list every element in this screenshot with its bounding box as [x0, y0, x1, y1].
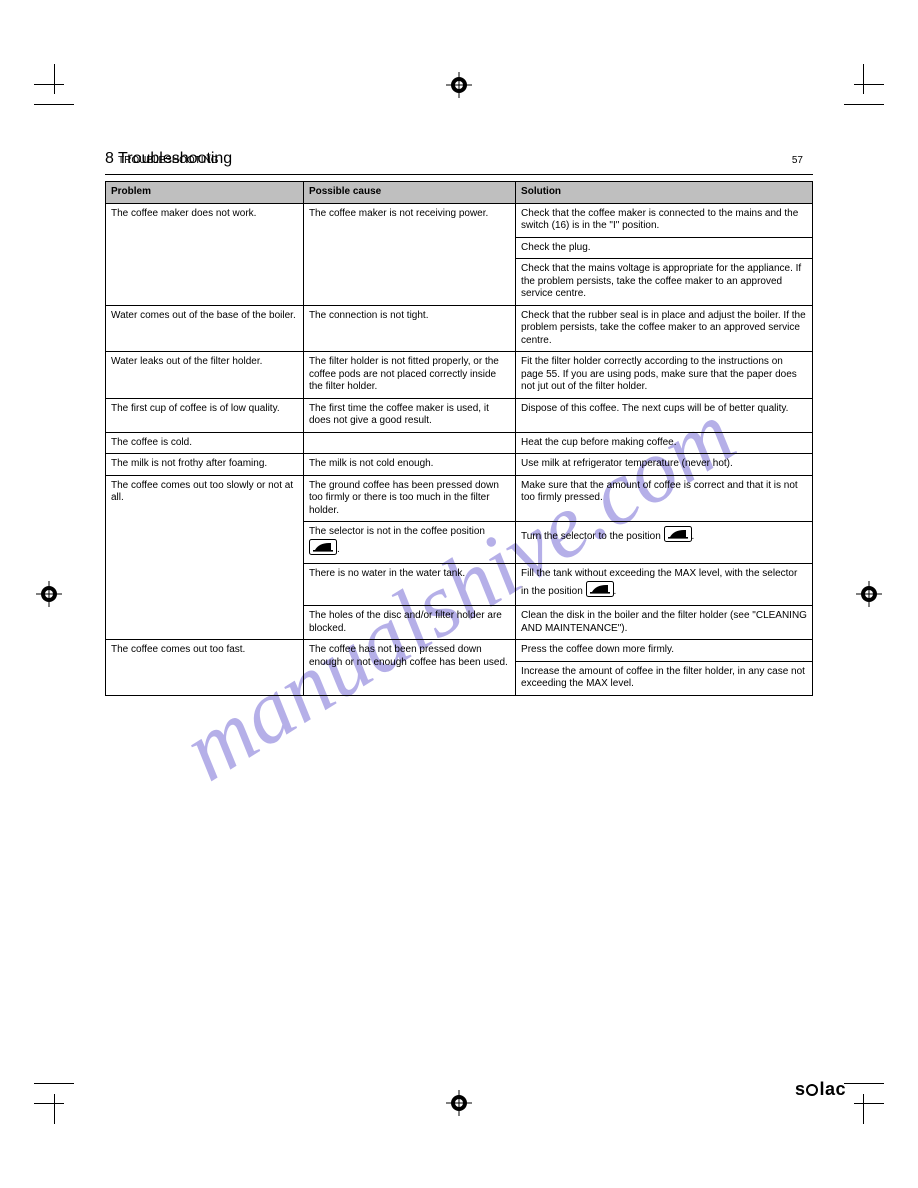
- table-header-row: Problem Possible cause Solution: [106, 182, 813, 204]
- table-row: Water comes out of the base of the boile…: [106, 305, 813, 352]
- brand-logo: slac: [795, 1079, 846, 1100]
- cause-cell: The coffee has not been pressed down eno…: [303, 640, 515, 696]
- problem-cell: The coffee is cold.: [106, 432, 304, 454]
- table-row: The coffee comes out too slowly or not a…: [106, 475, 813, 522]
- solution-cell: Press the coffee down more firmly.: [516, 640, 813, 662]
- solution-cell: Check that the mains voltage is appropri…: [516, 259, 813, 306]
- registration-mark-icon: [446, 1090, 472, 1116]
- crop-mark: [34, 1083, 74, 1084]
- crop-mark: [54, 64, 55, 94]
- crop-mark: [34, 1103, 64, 1104]
- cause-cell: The milk is not cold enough.: [303, 454, 515, 476]
- crop-mark: [34, 84, 64, 85]
- cause-cell: The coffee maker is not receiving power.: [303, 203, 515, 305]
- solution-cell: Clean the disk in the boiler and the fil…: [516, 606, 813, 640]
- troubleshooting-table: Problem Possible cause Solution The coff…: [105, 181, 813, 696]
- col-header-solution: Solution: [516, 182, 813, 204]
- problem-cell: The first cup of coffee is of low qualit…: [106, 398, 304, 432]
- cause-cell: The ground coffee has been pressed down …: [303, 475, 515, 522]
- problem-cell: The coffee maker does not work.: [106, 203, 304, 305]
- table-row: The coffee maker does not work. The coff…: [106, 203, 813, 237]
- solution-cell: Check that the coffee maker is connected…: [516, 203, 813, 237]
- solution-cell: Turn the selector to the position .: [516, 522, 813, 564]
- crop-mark: [844, 104, 884, 105]
- iron-board-icon: [309, 539, 337, 560]
- solution-cell: Dispose of this coffee. The next cups wi…: [516, 398, 813, 432]
- cause-cell: [303, 432, 515, 454]
- crop-mark: [34, 104, 74, 105]
- solution-cell: Fill the tank without exceeding the MAX …: [516, 564, 813, 606]
- crop-mark: [54, 1094, 55, 1124]
- solution-cell: Heat the cup before making coffee.: [516, 432, 813, 454]
- problem-cell: Water comes out of the base of the boile…: [106, 305, 304, 352]
- solution-cell: Increase the amount of coffee in the fil…: [516, 661, 813, 695]
- registration-mark-icon: [36, 581, 62, 607]
- solution-cell: Fit the filter holder correctly accordin…: [516, 352, 813, 399]
- solution-cell: Check the plug.: [516, 237, 813, 259]
- page-content: 8 Troubleshooting Problem Possible cause…: [105, 150, 813, 696]
- crop-mark: [863, 1094, 864, 1124]
- brand-o-icon: [806, 1084, 818, 1096]
- crop-mark: [863, 64, 864, 94]
- cause-cell: The holes of the disc and/or filter hold…: [303, 606, 515, 640]
- problem-cell: The milk is not frothy after foaming.: [106, 454, 304, 476]
- col-header-problem: Problem: [106, 182, 304, 204]
- problem-cell: Water leaks out of the filter holder.: [106, 352, 304, 399]
- solution-cell: Make sure that the amount of coffee is c…: [516, 475, 813, 522]
- cause-cell: There is no water in the water tank.: [303, 564, 515, 606]
- solution-cell: Check that the rubber seal is in place a…: [516, 305, 813, 352]
- col-header-cause: Possible cause: [303, 182, 515, 204]
- iron-board-icon: [586, 581, 614, 602]
- solution-cell: Use milk at refrigerator temperature (ne…: [516, 454, 813, 476]
- table-row: The first cup of coffee is of low qualit…: [106, 398, 813, 432]
- crop-mark: [854, 84, 884, 85]
- registration-mark-icon: [856, 581, 882, 607]
- problem-cell: The coffee comes out too slowly or not a…: [106, 475, 304, 640]
- table-row: The coffee comes out too fast. The coffe…: [106, 640, 813, 662]
- crop-mark: [844, 1083, 884, 1084]
- cause-cell: The connection is not tight.: [303, 305, 515, 352]
- problem-cell: The coffee comes out too fast.: [106, 640, 304, 696]
- section-title: 8 Troubleshooting: [105, 150, 813, 168]
- registration-mark-icon: [446, 72, 472, 98]
- iron-board-icon: [664, 526, 692, 547]
- crop-mark: [854, 1103, 884, 1104]
- cause-cell: The first time the coffee maker is used,…: [303, 398, 515, 432]
- table-row: Water leaks out of the filter holder. Th…: [106, 352, 813, 399]
- cause-cell: The filter holder is not fitted properly…: [303, 352, 515, 399]
- table-row: The coffee is cold. Heat the cup before …: [106, 432, 813, 454]
- section-divider: [105, 174, 813, 175]
- table-row: The milk is not frothy after foaming. Th…: [106, 454, 813, 476]
- cause-cell: The selector is not in the coffee positi…: [303, 522, 515, 564]
